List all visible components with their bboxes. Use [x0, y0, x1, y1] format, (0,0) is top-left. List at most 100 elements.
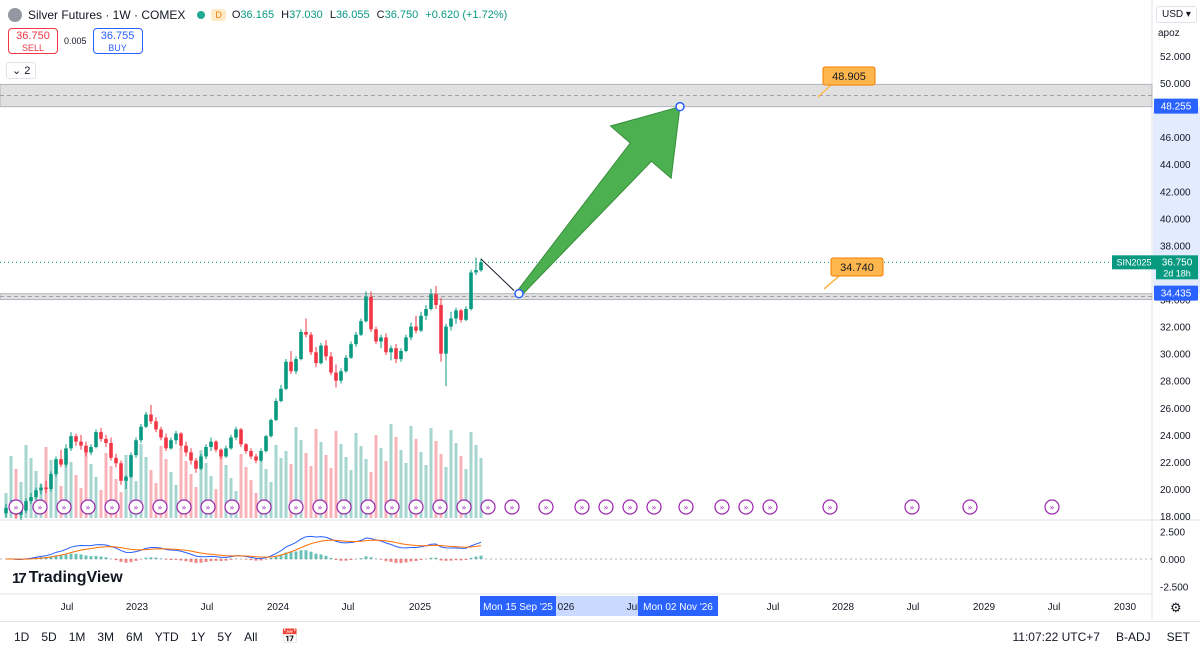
- macd-histogram-bar: [125, 559, 128, 563]
- symbol-title[interactable]: Silver Futures · 1W · COMEX: [28, 8, 185, 22]
- indicators-toggle[interactable]: ⌄ 2: [6, 62, 36, 79]
- macd-histogram-bar: [135, 559, 138, 561]
- candle-body: [154, 421, 158, 429]
- event-marker-glyph: »: [294, 503, 299, 512]
- candle-body: [34, 490, 38, 497]
- macd-histogram-bar: [75, 554, 78, 559]
- candle-body: [94, 432, 98, 447]
- price-tick-label: 30.000: [1160, 350, 1191, 361]
- callout-pointer: [824, 276, 839, 289]
- range-button-1y[interactable]: 1Y: [185, 630, 212, 644]
- macd-histogram-bar: [405, 559, 408, 562]
- candle-body: [379, 337, 383, 341]
- macd-histogram-bar: [330, 558, 333, 559]
- volume-bar: [245, 467, 248, 518]
- event-marker-glyph: »: [910, 503, 915, 512]
- candle-body: [159, 429, 163, 437]
- event-marker-glyph: »: [182, 503, 187, 512]
- candle-body: [454, 310, 458, 318]
- macd-tick-label: 2.500: [1160, 528, 1185, 539]
- candle-body: [294, 359, 298, 371]
- macd-histogram-bar: [310, 552, 313, 559]
- volume-bar: [215, 489, 218, 518]
- price-tick-label: 28.000: [1160, 377, 1191, 388]
- range-button-1m[interactable]: 1M: [63, 630, 92, 644]
- macd-histogram-bar: [160, 558, 163, 559]
- event-marker-glyph: »: [230, 503, 235, 512]
- macd-histogram-bar: [325, 556, 328, 559]
- candle-body: [194, 461, 198, 469]
- candle-body: [394, 348, 398, 359]
- volume-bar: [430, 428, 433, 518]
- range-button-all[interactable]: All: [238, 630, 263, 644]
- macd-histogram-bar: [395, 559, 398, 563]
- price-tick-label: 20.000: [1160, 485, 1191, 496]
- candle-body: [359, 321, 363, 335]
- sell-button[interactable]: 36.750 SELL: [8, 28, 58, 54]
- currency-select[interactable]: USD ▾: [1156, 6, 1197, 23]
- volume-bar: [355, 433, 358, 518]
- volume-bar: [170, 472, 173, 518]
- candle-body: [284, 362, 288, 389]
- candle-body: [299, 332, 303, 359]
- candle-body: [114, 458, 118, 463]
- calendar-icon[interactable]: 📅: [281, 628, 298, 645]
- price-tick-label: 50.000: [1160, 79, 1191, 90]
- candle-body: [164, 438, 168, 449]
- zone-price-label: 48.255: [1161, 102, 1192, 113]
- event-marker-glyph: »: [366, 503, 371, 512]
- volume-bar: [330, 468, 333, 518]
- candle-body: [469, 272, 473, 309]
- candle-body: [59, 459, 63, 464]
- candle-body: [49, 474, 53, 489]
- last-price-value: 36.750: [1162, 257, 1193, 268]
- macd-histogram-bar: [480, 556, 483, 559]
- candle-body: [434, 294, 438, 305]
- macd-histogram-bar: [195, 559, 198, 563]
- range-button-5d[interactable]: 5D: [35, 630, 62, 644]
- range-button-6m[interactable]: 6M: [120, 630, 149, 644]
- event-marker-glyph: »: [206, 503, 211, 512]
- candle-body: [374, 329, 378, 341]
- candle-body: [344, 358, 348, 372]
- candle-body: [414, 327, 418, 331]
- event-marker-glyph: »: [768, 503, 773, 512]
- volume-bar: [240, 454, 243, 518]
- range-button-ytd[interactable]: YTD: [149, 630, 185, 644]
- event-marker-glyph: »: [684, 503, 689, 512]
- volume-bar: [285, 451, 288, 518]
- event-marker-glyph: »: [580, 503, 585, 512]
- apoz-label: apoz: [1158, 28, 1180, 39]
- session-button[interactable]: SET: [1167, 630, 1190, 644]
- candle-body: [54, 459, 58, 474]
- range-button-3m[interactable]: 3M: [91, 630, 120, 644]
- macd-histogram-bar: [450, 559, 453, 561]
- macd-tick-label: 0.000: [1160, 555, 1185, 566]
- candle-body: [329, 356, 333, 372]
- event-marker-glyph: »: [828, 503, 833, 512]
- macd-histogram-bar: [85, 555, 88, 559]
- macd-histogram-bar: [215, 559, 218, 561]
- volume-bar: [450, 430, 453, 518]
- candle-body: [184, 446, 188, 453]
- volume-bar: [95, 477, 98, 518]
- b-adj-button[interactable]: B-ADJ: [1116, 630, 1151, 644]
- event-marker-glyph: »: [134, 503, 139, 512]
- volume-bar: [250, 480, 253, 518]
- clock-display[interactable]: 11:07:22 UTC+7: [1012, 630, 1100, 644]
- macd-histogram-bar: [100, 557, 103, 559]
- candle-body: [314, 352, 318, 363]
- event-marker-glyph: »: [110, 503, 115, 512]
- settings-gear-icon[interactable]: ⚙: [1170, 600, 1182, 616]
- buy-button[interactable]: 36.755 BUY: [93, 28, 143, 54]
- range-button-1d[interactable]: 1D: [8, 630, 35, 644]
- range-button-5y[interactable]: 5Y: [211, 630, 238, 644]
- arrow-anchor-start: [515, 290, 523, 298]
- event-marker-glyph: »: [1050, 503, 1055, 512]
- time-tick-label: 2029: [973, 602, 996, 613]
- candle-body: [74, 436, 78, 441]
- event-marker-glyph: »: [38, 503, 43, 512]
- macd-histogram-bar: [170, 559, 173, 560]
- macd-histogram-bar: [230, 559, 233, 560]
